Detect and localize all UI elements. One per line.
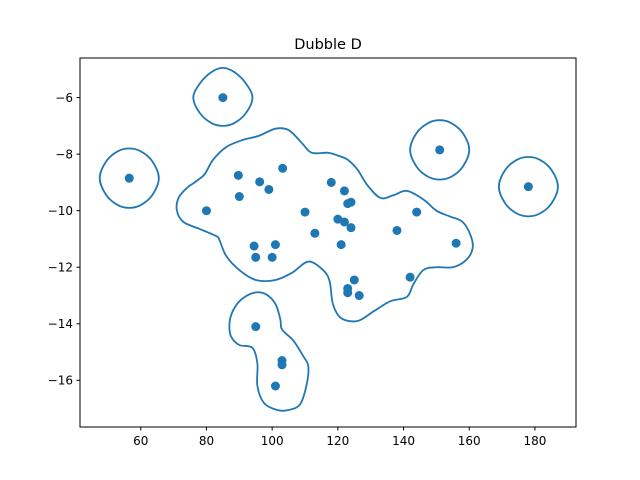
data-point-15 xyxy=(346,197,356,207)
data-point-19 xyxy=(310,228,320,238)
x-tick-label: 60 xyxy=(133,434,148,448)
data-point-25 xyxy=(251,252,261,262)
y-tick-label: −8 xyxy=(55,147,73,161)
data-point-7 xyxy=(278,163,288,173)
cluster-outlines xyxy=(98,66,559,412)
data-point-20 xyxy=(392,225,402,235)
data-point-33 xyxy=(251,322,261,332)
data-point-36 xyxy=(270,381,280,391)
y-axis: −16 −14 −12 −10 −8 −6 xyxy=(48,91,80,388)
data-point-9 xyxy=(234,192,244,202)
data-point-2 xyxy=(124,173,134,183)
data-point-17 xyxy=(339,217,349,227)
cluster-outline-1 xyxy=(192,66,254,127)
data-point-5 xyxy=(233,170,243,180)
data-point-21 xyxy=(412,207,422,217)
data-point-26 xyxy=(267,252,277,262)
cluster-outline-5 xyxy=(175,127,474,323)
plot-frame xyxy=(79,57,577,428)
data-point-8 xyxy=(264,184,274,194)
data-point-12 xyxy=(326,177,336,187)
x-tick-label: 80 xyxy=(199,434,214,448)
x-tick-label: 120 xyxy=(326,434,349,448)
data-point-1 xyxy=(218,93,228,103)
data-points xyxy=(124,93,533,391)
data-point-29 xyxy=(405,272,415,282)
data-point-11 xyxy=(300,207,310,217)
x-tick-label: 180 xyxy=(523,434,546,448)
cluster-outline-2 xyxy=(98,147,160,209)
data-point-35 xyxy=(277,360,287,370)
x-tick-label: 140 xyxy=(392,434,415,448)
y-tick-label: −6 xyxy=(55,91,73,105)
data-point-32 xyxy=(354,291,364,301)
data-point-23 xyxy=(270,240,280,250)
y-tick-label: −12 xyxy=(48,261,73,275)
data-point-4 xyxy=(523,182,533,192)
y-tick-label: −16 xyxy=(48,374,73,388)
data-point-13 xyxy=(339,186,349,196)
cluster-outline-4 xyxy=(497,156,559,218)
data-point-22 xyxy=(249,241,259,251)
data-point-3 xyxy=(435,145,445,155)
x-tick-label: 100 xyxy=(261,434,284,448)
y-tick-label: −10 xyxy=(48,204,73,218)
data-point-31 xyxy=(343,288,353,298)
cluster-outline-3 xyxy=(409,119,471,181)
chart-title: Dubble D xyxy=(294,37,362,53)
data-point-6 xyxy=(255,177,265,187)
data-point-24 xyxy=(336,240,346,250)
data-point-28 xyxy=(349,275,359,285)
data-point-18 xyxy=(346,223,356,233)
data-point-27 xyxy=(451,238,461,248)
x-axis: 60 80 100 120 140 160 180 xyxy=(133,427,546,448)
cluster-outline-6 xyxy=(228,291,310,412)
x-tick-label: 160 xyxy=(458,434,481,448)
data-point-10 xyxy=(201,206,211,216)
y-tick-label: −14 xyxy=(48,317,73,331)
